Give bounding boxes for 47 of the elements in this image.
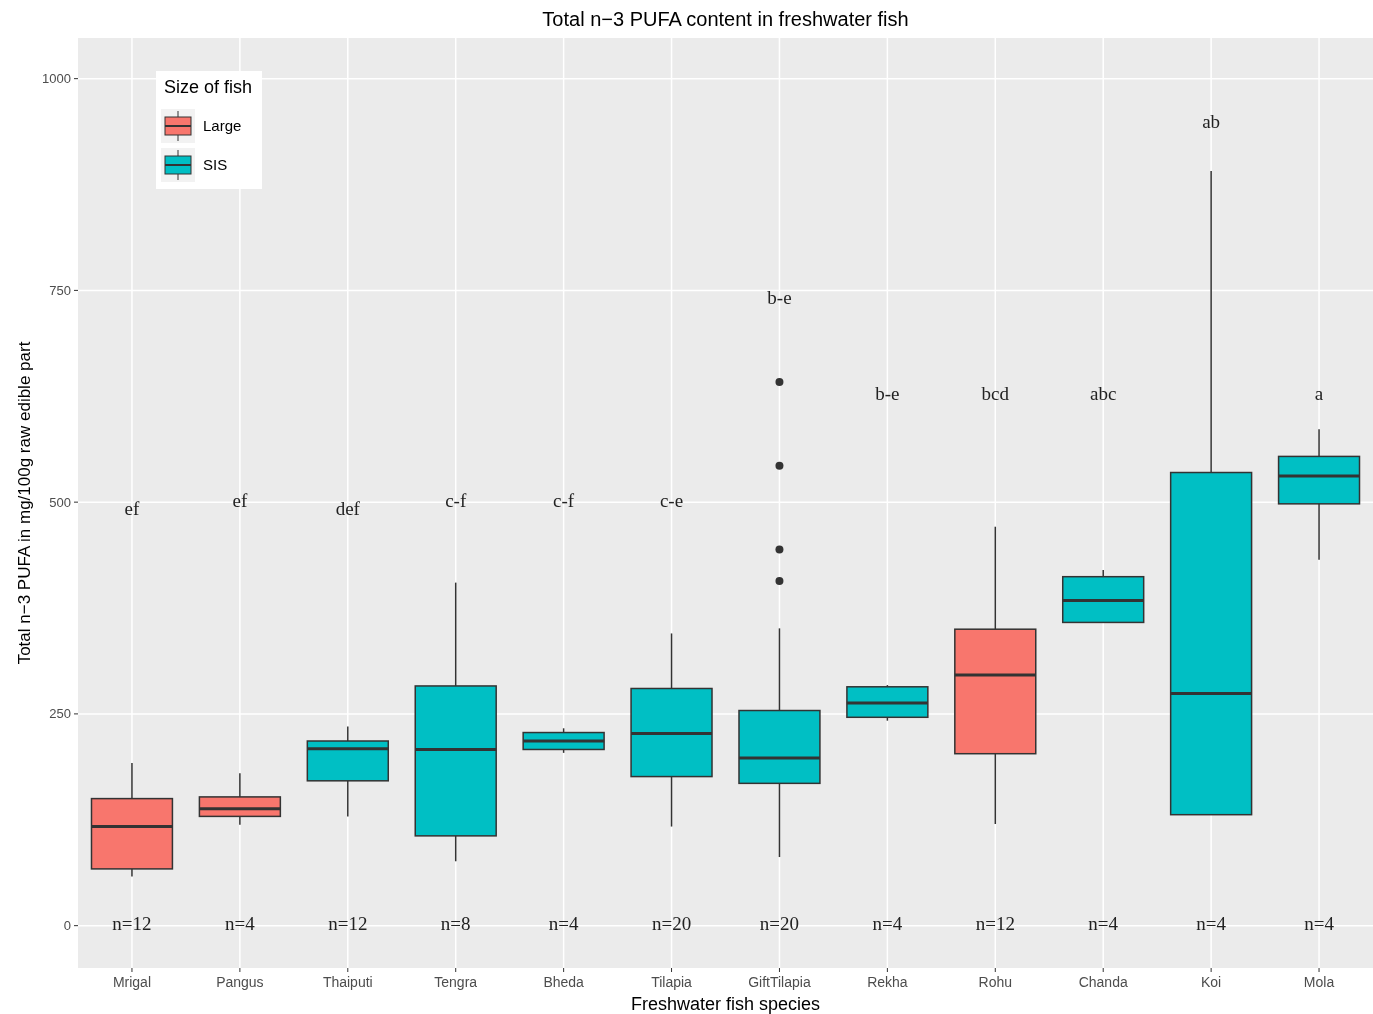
annotation: n=4 xyxy=(1196,912,1227,934)
annotation: b-e xyxy=(767,286,792,308)
x-tick-label: Pangus xyxy=(216,974,264,990)
x-tick-label: Thaiputi xyxy=(322,974,373,990)
annotation: n=4 xyxy=(225,912,256,934)
x-tick-label: Bheda xyxy=(543,974,585,990)
annotation: n=4 xyxy=(872,912,903,934)
x-tick-label: Koi xyxy=(1201,974,1222,990)
annotation: n=20 xyxy=(651,912,692,934)
x-tick-label: Mrigal xyxy=(112,974,152,990)
annotation: ef xyxy=(232,489,248,511)
legend-label: Large xyxy=(203,117,242,135)
y-tick-label: 1000 xyxy=(42,71,71,87)
annotation: ab xyxy=(1202,110,1221,132)
annotation: def xyxy=(335,497,361,519)
x-tick-label: GiftTilapia xyxy=(748,974,811,990)
x-tick-label: Chanda xyxy=(1078,974,1128,990)
annotation: n=12 xyxy=(328,912,368,934)
y-tick-label: 0 xyxy=(63,918,71,934)
annotation: abc xyxy=(1090,382,1117,404)
annotation: n=4 xyxy=(1304,912,1335,934)
annotation: n=4 xyxy=(548,912,579,934)
x-tick-label: Tengra xyxy=(434,974,478,990)
chart-title: Total n−3 PUFA content in freshwater fish xyxy=(542,8,909,30)
y-axis-title: Total n−3 PUFA in mg/100g raw edible part xyxy=(15,341,34,665)
annotation: c-e xyxy=(659,489,684,511)
annotation: n=20 xyxy=(759,912,800,934)
annotation: n=4 xyxy=(1088,912,1119,934)
x-tick-label: Rekha xyxy=(867,974,908,990)
annotation: n=8 xyxy=(440,912,471,934)
annotation: b-e xyxy=(875,382,900,404)
x-tick-label: Tilapia xyxy=(651,974,693,990)
annotation: bcd xyxy=(981,382,1010,404)
y-tick-label: 500 xyxy=(49,494,71,510)
annotation: ef xyxy=(124,497,141,519)
annotation: n=12 xyxy=(975,912,1015,934)
annotation: a xyxy=(1314,382,1324,404)
x-tick-label: Rohu xyxy=(978,974,1013,990)
legend-label: SIS xyxy=(203,156,228,174)
legend-title: Size of fish xyxy=(164,77,253,97)
y-tick-label: 750 xyxy=(49,282,71,298)
x-axis-title: Freshwater fish species xyxy=(630,994,821,1014)
annotation: c-f xyxy=(553,489,575,511)
annotation: c-f xyxy=(445,489,467,511)
annotation: n=12 xyxy=(112,912,152,934)
x-tick-label: Mola xyxy=(1303,974,1335,990)
y-tick-label: 250 xyxy=(49,706,71,722)
